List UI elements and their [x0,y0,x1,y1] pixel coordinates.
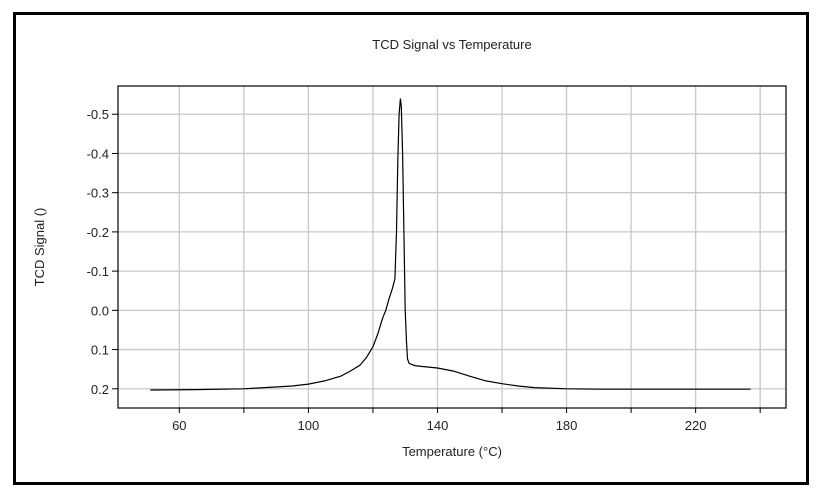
axes: 60 100 140 180 220 -0.5 -0.4 -0.3 -0.2 -0.1 0.0 0.1… [87,85,787,433]
plot-area-border [117,85,787,409]
y-tick-label: -0.4 [87,146,109,161]
x-tick-label: 60 [172,418,186,433]
y-tick-label: 0.0 [91,303,109,318]
grid [118,86,786,408]
x-tick-label: 180 [556,418,578,433]
series-line-tcd-signal [150,98,751,391]
y-tick-label: 0.2 [91,382,109,397]
x-tick-label: 140 [427,418,449,433]
y-tick-label: -0.1 [87,264,109,279]
chart-title: TCD Signal vs Temperature [372,37,531,52]
chart-frame [13,12,809,485]
y-axis-label: TCD Signal () [32,208,47,287]
y-tick-label: -0.3 [87,186,109,201]
series [150,98,751,391]
x-tick-label: 100 [298,418,320,433]
y-tick-label: 0.1 [91,343,109,358]
y-tick-label: -0.5 [87,107,109,122]
x-axis-label: Temperature (°C) [402,444,502,459]
y-tick-label: -0.2 [87,225,109,240]
x-tick-label: 220 [685,418,707,433]
